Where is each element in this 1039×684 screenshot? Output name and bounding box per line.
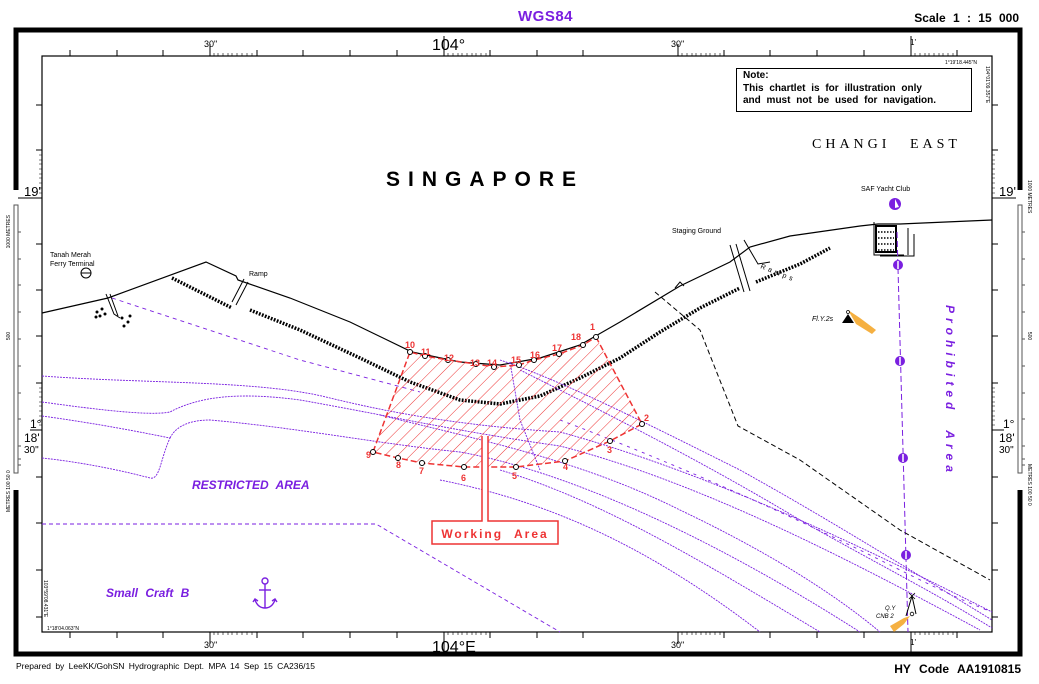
ferry-terminal-label-line2: Ferry Terminal — [50, 261, 95, 268]
working-area-polygon — [372, 335, 644, 468]
light-fly2s-label: Fl.Y.2s — [812, 316, 834, 323]
svg-text:2: 2 — [644, 413, 649, 423]
right-scale-mid-label: 500 — [1026, 332, 1032, 341]
bottom-label-30s-left: 30" — [204, 640, 217, 650]
svg-text:10: 10 — [405, 340, 415, 350]
left-label-18: 18' — [24, 431, 40, 445]
neat-line — [41, 55, 993, 633]
mooring-dots — [94, 307, 132, 328]
prohibited-boundary — [896, 231, 909, 633]
right-label-30s: 30" — [999, 445, 1014, 456]
ramps-label: Ramps — [759, 263, 796, 283]
bottom-label-104E: 104°E — [432, 639, 476, 656]
corner-top-right-coord: 1°19'18.445"N — [945, 60, 977, 66]
left-label-19: 19' — [24, 184, 41, 199]
svg-text:6: 6 — [461, 473, 466, 483]
corner-bottom-left-coord: 1°18'04.063"N — [47, 626, 79, 632]
left-scale-top-label: 1000 METRES — [6, 214, 12, 248]
coastline — [41, 219, 993, 366]
anchor-icon — [252, 577, 278, 609]
svg-text:12: 12 — [444, 353, 454, 363]
light-fly2s-icon — [842, 310, 876, 334]
svg-text:3: 3 — [607, 445, 612, 455]
outer-frame — [13, 27, 1023, 657]
cable-line — [654, 291, 991, 581]
svg-text:13: 13 — [470, 358, 480, 368]
svg-text:14: 14 — [487, 358, 497, 368]
top-label-30s-left: 30" — [204, 39, 217, 49]
district-label-changi-east: CHANGI EAST — [812, 137, 961, 152]
restricted-area-label: RESTRICTED AREA — [192, 478, 310, 492]
top-label-30s-right: 30" — [671, 39, 684, 49]
left-label-30s: 30" — [24, 445, 39, 456]
svg-text:18: 18 — [571, 332, 581, 342]
note-title: Note: — [743, 70, 769, 81]
working-area-vertex-labels: 1 2 3 4 5 6 7 8 9 10 11 12 13 14 15 16 1… — [366, 322, 649, 483]
right-label-19: 19' — [999, 184, 1016, 199]
left-label-1deg: 1° — [30, 417, 42, 431]
svg-text:17: 17 — [552, 343, 562, 353]
svg-text:11: 11 — [421, 347, 431, 357]
corner-left-vertical-coord: 103°59'08.431"E — [42, 580, 48, 618]
svg-text:9: 9 — [366, 450, 371, 460]
right-scale-bottom-label: METRES 100 50 0 — [1026, 464, 1032, 506]
svg-text:1: 1 — [590, 322, 595, 332]
right-label-18: 18' — [999, 431, 1015, 445]
left-scale-mid-label: 500 — [6, 332, 12, 341]
graticule-labels: 30" 104° 30" 1' 30" 104°E 30" 1' 19' 1° … — [24, 37, 1016, 656]
top-label-104: 104° — [432, 37, 465, 54]
prohibited-area-label: Prohibited Area — [943, 305, 957, 477]
marina-icon — [875, 225, 897, 253]
right-scale-top-label: 1000 METRES — [1026, 180, 1032, 214]
svg-text:7: 7 — [419, 466, 424, 476]
yacht-club-label: SAF Yacht Club — [861, 186, 910, 193]
beacon-cnb2-icon — [890, 592, 917, 632]
working-area-vertices — [370, 334, 645, 470]
ramp-label: Ramp — [249, 271, 268, 278]
scale-label: Scale 1 : 15 000 — [914, 11, 1019, 25]
bottom-label-1min: 1' — [910, 638, 916, 647]
top-label-1min: 1' — [910, 38, 916, 47]
beacon-qy-label: Q.Y — [885, 606, 896, 612]
ferry-terminal-label-line1: Tanah Merah — [50, 252, 91, 259]
corner-right-vertical-coord: 104°01'09.357"E — [984, 66, 990, 104]
svg-text:16: 16 — [530, 350, 540, 360]
left-scale-bar: 1000 METRES 500 METRES 100 50 0 — [6, 204, 21, 512]
hy-code: HY Code AA1910815 — [894, 662, 1021, 676]
datum-label: WGS84 — [518, 8, 574, 25]
navigation-disclaimer-note: Note: This chartlet is for illustration … — [736, 68, 972, 112]
left-scale-bottom-label: METRES 100 50 0 — [6, 470, 12, 512]
prohibited-markers — [893, 260, 911, 560]
svg-text:4: 4 — [563, 462, 568, 472]
svg-text:15: 15 — [511, 355, 521, 365]
land-label-singapore: SINGAPORE — [386, 168, 584, 191]
prepared-by-credit: Prepared by LeeKK/GohSN Hydrographic Dep… — [16, 661, 315, 671]
svg-text:8: 8 — [396, 460, 401, 470]
note-line1: This chartlet is for illustration only — [743, 82, 922, 94]
svg-text:5: 5 — [512, 471, 517, 481]
working-area-label: Working Area — [441, 527, 548, 541]
right-label-1deg: 1° — [1003, 417, 1015, 431]
staging-ground-label: Staging Ground — [672, 228, 721, 235]
right-scale-bar: 1000 METRES 500 METRES 100 50 0 — [1017, 180, 1032, 506]
anchorage-boundary — [42, 523, 561, 633]
beacon-cnb2-label: CNB 2 — [876, 614, 894, 620]
bottom-label-30s-right: 30" — [671, 640, 684, 650]
small-craft-anchorage-label: Small Craft B — [106, 586, 190, 600]
note-line2: and must not be used for navigation. — [743, 95, 937, 106]
working-area-callout — [431, 436, 559, 545]
